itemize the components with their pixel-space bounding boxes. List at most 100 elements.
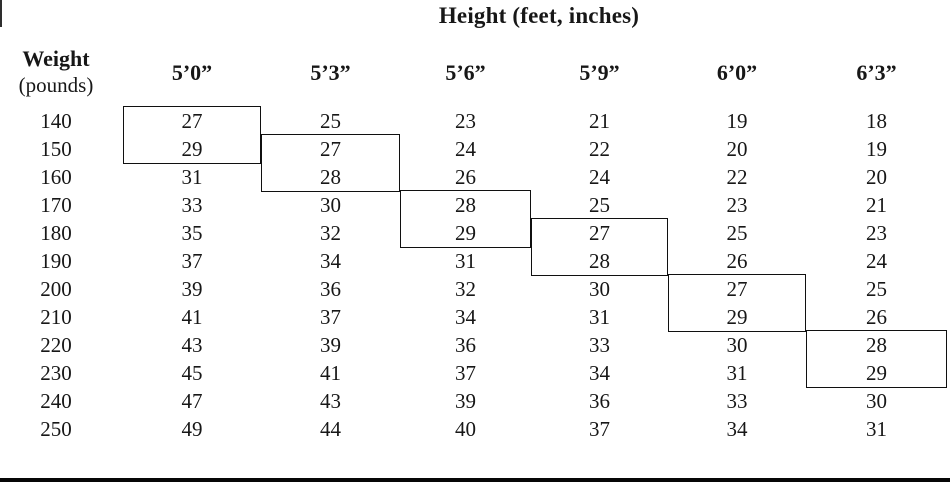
weight-header-line2: (pounds) <box>18 73 94 97</box>
highlight-box <box>123 106 261 164</box>
bmi-value: 24 <box>589 165 610 189</box>
bmi-value: 33 <box>726 389 748 413</box>
bmi-value: 34 <box>726 417 748 441</box>
column-header-6ft3: 6’3” <box>856 60 897 85</box>
table-row: 230 45 41 37 34 31 29 <box>0 359 950 387</box>
bmi-value: 27 <box>181 109 203 133</box>
weight-label: 200 <box>40 277 72 301</box>
bmi-value: 33 <box>181 193 203 217</box>
bmi-value: 23 <box>866 221 887 245</box>
bmi-value: 39 <box>181 277 203 301</box>
bmi-value: 45 <box>181 361 203 385</box>
weight-label: 190 <box>40 249 72 273</box>
weight-label: 250 <box>40 417 72 441</box>
bmi-value: 23 <box>726 193 748 217</box>
weight-label: 220 <box>40 333 72 357</box>
bmi-value: 25 <box>589 193 610 217</box>
bmi-value: 39 <box>455 389 476 413</box>
bmi-value: 29 <box>866 361 887 385</box>
table-row: 240 47 43 39 36 33 30 <box>0 387 950 415</box>
bmi-value: 30 <box>866 389 887 413</box>
table-row: 150 29 27 24 22 20 19 <box>0 135 950 163</box>
bmi-value: 41 <box>320 361 341 385</box>
bmi-value: 22 <box>726 165 748 189</box>
bmi-value: 31 <box>866 417 887 441</box>
weight-column-header: Weight (pounds) <box>0 46 112 98</box>
bmi-value: 44 <box>320 417 341 441</box>
highlight-box <box>531 218 668 276</box>
bmi-value: 26 <box>866 305 887 329</box>
bmi-value: 33 <box>589 333 610 357</box>
bmi-value: 37 <box>181 249 203 273</box>
bmi-value: 29 <box>726 305 748 329</box>
bmi-value: 43 <box>181 333 203 357</box>
bmi-value: 34 <box>589 361 610 385</box>
bmi-value: 36 <box>320 277 341 301</box>
highlight-box <box>261 134 400 192</box>
bmi-value: 32 <box>455 277 476 301</box>
bmi-value: 37 <box>455 361 476 385</box>
bmi-value: 37 <box>589 417 610 441</box>
bmi-value: 28 <box>589 249 610 273</box>
highlight-box <box>806 330 947 388</box>
weight-label: 180 <box>40 221 72 245</box>
bmi-value: 34 <box>320 249 341 273</box>
bmi-value: 29 <box>181 137 203 161</box>
weight-label: 230 <box>40 361 72 385</box>
bmi-value: 24 <box>455 137 476 161</box>
table-row: 210 41 37 34 31 29 26 <box>0 303 950 331</box>
bmi-value: 19 <box>866 137 887 161</box>
bmi-value: 21 <box>589 109 610 133</box>
bmi-value: 25 <box>726 221 748 245</box>
bmi-value: 28 <box>866 333 887 357</box>
bmi-value: 30 <box>726 333 748 357</box>
bmi-value: 22 <box>589 137 610 161</box>
bmi-value: 31 <box>181 165 203 189</box>
bmi-value: 31 <box>589 305 610 329</box>
table-row: 250 49 44 40 37 34 31 <box>0 415 950 443</box>
weight-header-line1: Weight <box>22 46 90 71</box>
weight-label: 240 <box>40 389 72 413</box>
table-row: 140 27 25 23 21 19 18 <box>0 107 950 135</box>
weight-label: 160 <box>40 165 72 189</box>
bmi-value: 47 <box>181 389 203 413</box>
bmi-value: 31 <box>455 249 476 273</box>
highlight-box <box>400 190 531 248</box>
bmi-value: 39 <box>320 333 341 357</box>
column-header-5ft3: 5’3” <box>310 60 351 85</box>
bmi-value: 30 <box>589 277 610 301</box>
highlight-box <box>668 274 806 332</box>
bmi-value: 41 <box>181 305 203 329</box>
weight-label: 140 <box>40 109 72 133</box>
bmi-value: 28 <box>320 165 341 189</box>
bmi-value: 20 <box>726 137 748 161</box>
table-row: 160 31 28 26 24 22 20 <box>0 163 950 191</box>
bmi-value: 26 <box>726 249 748 273</box>
weight-label: 150 <box>40 137 72 161</box>
bmi-value: 36 <box>455 333 476 357</box>
bmi-value: 24 <box>866 249 887 273</box>
column-header-5ft6: 5’6” <box>445 60 486 85</box>
bmi-value: 25 <box>866 277 887 301</box>
page-edge-artifact-top-left <box>0 0 2 27</box>
table-row: 170 33 30 28 25 23 21 <box>0 191 950 219</box>
table-row: 200 39 36 32 30 27 25 <box>0 275 950 303</box>
bmi-value: 30 <box>320 193 341 217</box>
bmi-value: 21 <box>866 193 887 217</box>
table-title: Height (feet, inches) <box>438 3 640 28</box>
bmi-value: 23 <box>455 109 476 133</box>
column-header-6ft0: 6’0” <box>716 60 758 85</box>
bmi-value: 25 <box>320 109 341 133</box>
bmi-value: 36 <box>589 389 610 413</box>
table-row: 190 37 34 31 28 26 24 <box>0 247 950 275</box>
weight-label: 170 <box>40 193 72 217</box>
bmi-value: 28 <box>455 193 476 217</box>
bmi-value: 37 <box>320 305 341 329</box>
weight-label: 210 <box>40 305 72 329</box>
column-header-5ft0: 5’0” <box>171 60 213 85</box>
bmi-value: 19 <box>726 109 748 133</box>
bmi-value: 49 <box>181 417 203 441</box>
bmi-value: 27 <box>726 277 748 301</box>
bmi-value: 35 <box>181 221 203 245</box>
bmi-value: 31 <box>726 361 748 385</box>
